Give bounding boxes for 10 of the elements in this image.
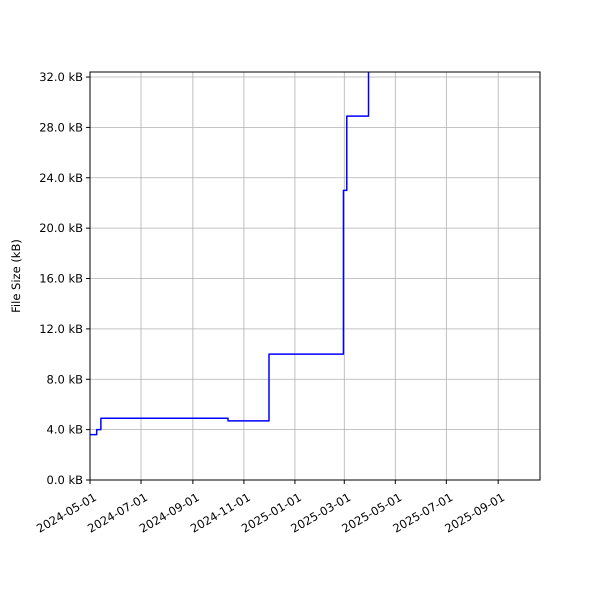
y-tick-label: 24.0 kB <box>39 170 84 185</box>
y-tick-label: 8.0 kB <box>46 372 84 386</box>
y-axis-title: File Size (kB) <box>9 239 23 313</box>
y-tick-label: 0.0 kB <box>46 473 84 487</box>
y-tick-label: 16.0 kB <box>39 272 84 286</box>
y-tick-label: 20.0 kB <box>39 221 84 236</box>
y-tick-label: 32.0 kB <box>39 70 84 84</box>
y-tick-label: 28.0 kB <box>39 120 84 134</box>
y-tick-label: 4.0 kB <box>46 422 84 437</box>
y-tick-label: 12.0 kB <box>39 322 84 336</box>
